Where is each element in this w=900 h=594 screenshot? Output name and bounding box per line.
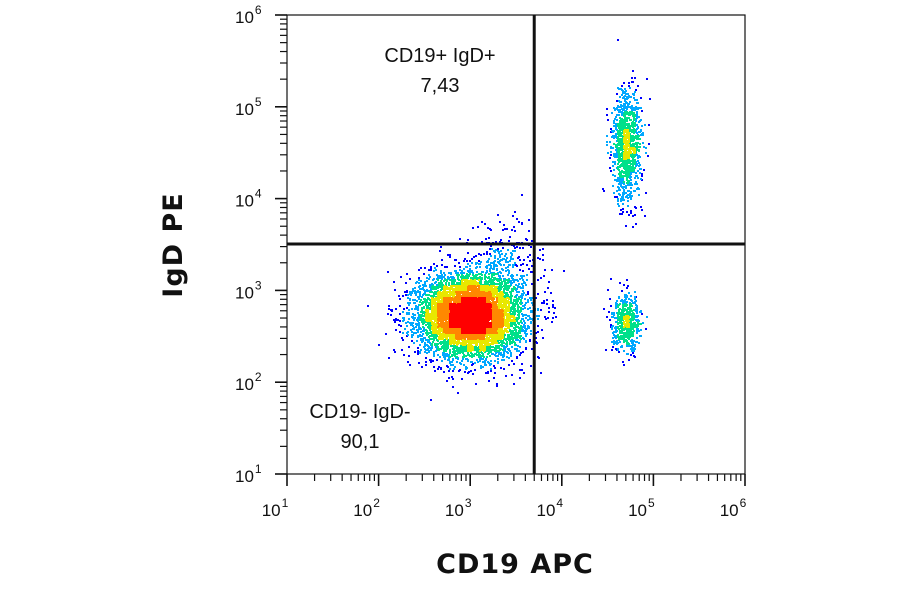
event-dots (367, 39, 651, 401)
event-dot-group (419, 111, 642, 358)
y-tick-label: 106 (235, 3, 262, 27)
y-tick-label: 104 (235, 187, 262, 211)
x-tick-label: 101 (262, 496, 289, 520)
x-tick-exponent: 4 (556, 496, 563, 510)
quadrant-percent: 90,1 (341, 431, 380, 453)
quadrant-percent: 7,43 (421, 75, 460, 97)
x-tick-label: 102 (353, 496, 380, 520)
x-tick-exponent: 5 (648, 496, 655, 510)
y-tick-label: 102 (235, 370, 262, 394)
y-tick-label: 101 (235, 462, 262, 486)
quadrant-name: CD19- IgD- (309, 401, 410, 423)
y-tick-exponent: 5 (255, 95, 262, 109)
quadrant-gates (287, 15, 745, 474)
x-tick-label: 103 (445, 496, 472, 520)
x-tick-label: 105 (628, 496, 655, 520)
x-tick-exponent: 2 (373, 496, 380, 510)
x-tick-label: 106 (720, 496, 747, 520)
axes: 101 102 103 104 105 106 101 102 103 104 105 106 (235, 3, 747, 520)
x-tick-exponent: 3 (465, 496, 472, 510)
event-dot-group (367, 39, 651, 401)
y-tick-exponent: 4 (255, 187, 262, 201)
quadrant-name: CD19+ IgD+ (384, 45, 495, 67)
event-dot-group (437, 285, 504, 340)
y-tick-exponent: 1 (255, 462, 262, 476)
x-tick-label: 104 (536, 496, 563, 520)
y-tick-exponent: 6 (255, 3, 262, 17)
y-tick-exponent: 3 (255, 278, 262, 292)
y-axis-title: IgD PE (158, 192, 189, 297)
y-tick-label: 103 (235, 278, 262, 302)
event-dot-group (449, 297, 492, 334)
y-tick-label: 105 (235, 95, 262, 119)
x-axis-title: CD19 APC (436, 549, 594, 580)
quadrant-labels: CD19+ IgD+ 7,43 CD19- IgD- 90,1 (309, 45, 495, 453)
x-tick-exponent: 6 (740, 496, 747, 510)
y-tick-exponent: 2 (255, 370, 262, 384)
x-tick-exponent: 1 (282, 496, 289, 510)
